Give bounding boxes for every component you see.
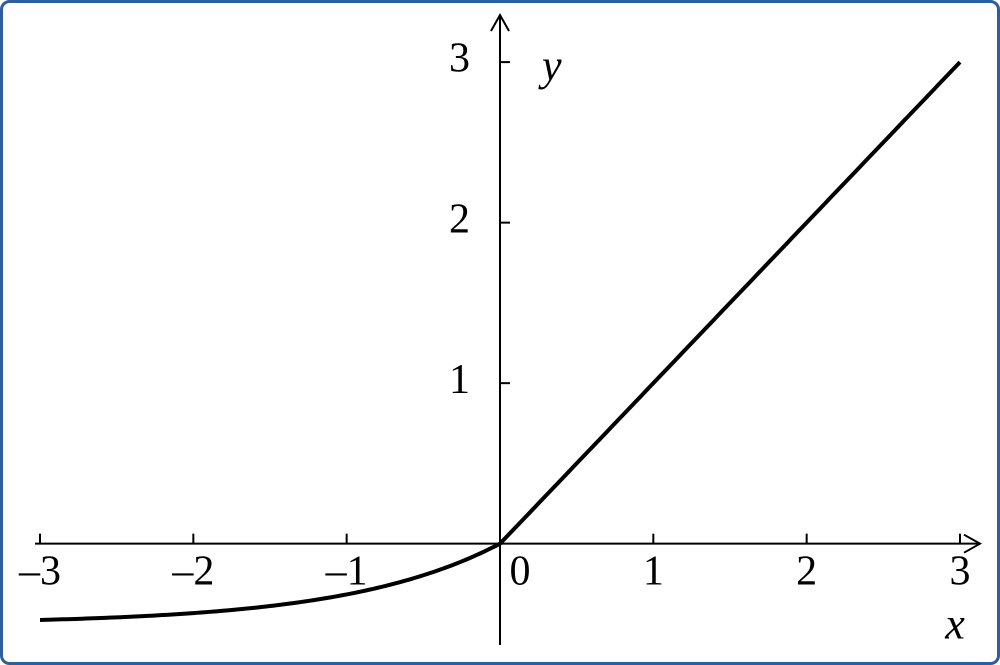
x-tick-label: –3 (18, 548, 61, 594)
x-tick-label: –2 (171, 548, 214, 594)
x-tick-label: 3 (950, 548, 971, 594)
x-axis-label: x (944, 600, 965, 649)
y-tick-label: 1 (449, 357, 470, 403)
x-tick-label: 0 (510, 548, 531, 594)
y-tick-label: 2 (449, 196, 470, 242)
y-axis-label: y (538, 41, 562, 90)
x-tick-label: 1 (643, 548, 664, 594)
x-tick-label: 2 (796, 548, 817, 594)
y-tick-label: 3 (449, 36, 470, 82)
x-tick-label: –1 (325, 548, 368, 594)
function-plot: –3 –2 –1 0 1 2 3 1 2 3 x y (0, 0, 1000, 665)
